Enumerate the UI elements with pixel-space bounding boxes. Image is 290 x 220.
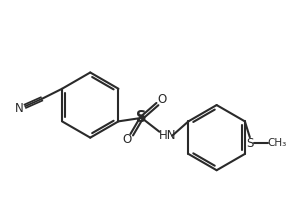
Text: N: N — [15, 102, 24, 115]
Text: HN: HN — [159, 129, 176, 142]
Text: O: O — [122, 133, 131, 146]
Text: O: O — [158, 93, 167, 106]
Text: CH₃: CH₃ — [268, 138, 287, 148]
Text: S: S — [136, 110, 147, 125]
Text: S: S — [246, 137, 253, 150]
